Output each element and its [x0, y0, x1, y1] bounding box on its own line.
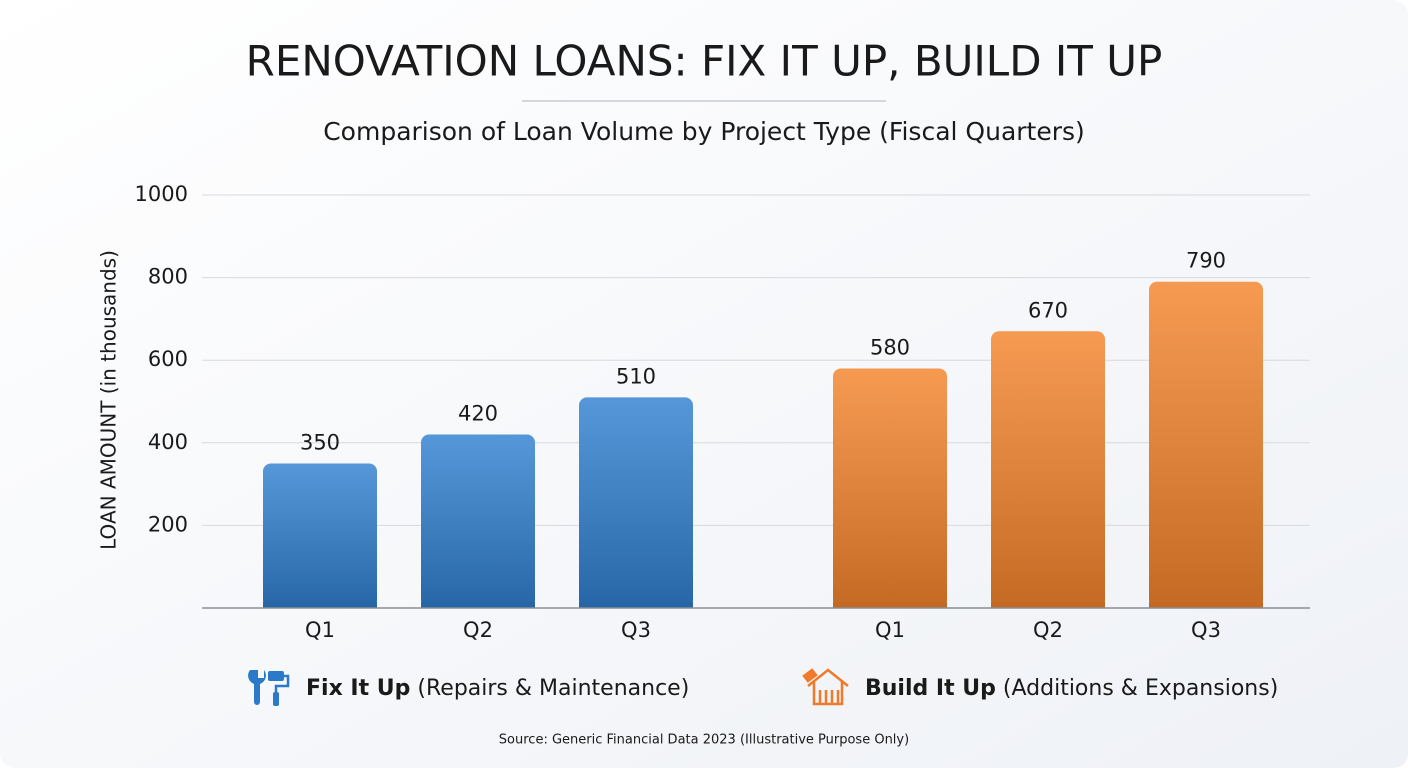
build-icon [802, 668, 849, 706]
value-label: 790 [1186, 249, 1226, 273]
bar-base-shade [263, 602, 377, 608]
legend-name: Fix It Up [306, 676, 410, 701]
bar-base [991, 602, 1105, 608]
bar-base-shade [1149, 602, 1263, 608]
value-label: 580 [870, 335, 910, 359]
value-label: 510 [616, 364, 656, 388]
y-tick-label: 200 [148, 512, 188, 536]
y-tick-label: 1000 [135, 182, 188, 206]
bar-base [421, 602, 535, 608]
bar-base-shade [991, 602, 1105, 608]
bar-base-shade [579, 602, 693, 608]
chart-subtitle: Comparison of Loan Volume by Project Typ… [323, 117, 1085, 146]
bar [421, 434, 535, 608]
x-tick-label: Q3 [621, 618, 651, 642]
bar [579, 397, 693, 608]
chart-title: RENOVATION LOANS: FIX IT UP, BUILD IT UP [246, 37, 1163, 86]
bar [263, 463, 377, 608]
x-tick-label: Q3 [1191, 618, 1221, 642]
x-tick-label: Q2 [463, 618, 493, 642]
x-tick-label: Q1 [305, 618, 335, 642]
y-tick-label: 800 [148, 265, 188, 289]
legend-label: Build It Up (Additions & Expansions) [865, 676, 1278, 701]
value-label: 420 [458, 402, 498, 426]
legend-name: Build It Up [865, 676, 996, 701]
y-axis-title: LOAN AMOUNT (in thousands) [97, 250, 121, 550]
bar [833, 368, 947, 608]
fix-icon [248, 670, 290, 706]
value-label: 350 [300, 430, 340, 454]
x-tick-label: Q1 [875, 618, 905, 642]
y-tick-label: 600 [148, 347, 188, 371]
value-label: 670 [1028, 298, 1068, 322]
legend-label: Fix It Up (Repairs & Maintenance) [306, 676, 689, 701]
legend-detail: (Repairs & Maintenance) [417, 676, 689, 701]
y-tick-label: 400 [148, 430, 188, 454]
bar-base [1149, 602, 1263, 608]
legend-detail: (Additions & Expansions) [1003, 676, 1278, 701]
legend: Fix It Up (Repairs & Maintenance) Build … [248, 668, 1278, 706]
bar-base [263, 602, 377, 608]
bar-base [579, 602, 693, 608]
source-note: Source: Generic Financial Data 2023 (Ill… [499, 733, 909, 748]
bar [991, 331, 1105, 608]
bar-base-shade [421, 602, 535, 608]
bar-base [833, 602, 947, 608]
bar-base-shade [833, 602, 947, 608]
bar [1149, 281, 1263, 608]
x-tick-label: Q2 [1033, 618, 1063, 642]
